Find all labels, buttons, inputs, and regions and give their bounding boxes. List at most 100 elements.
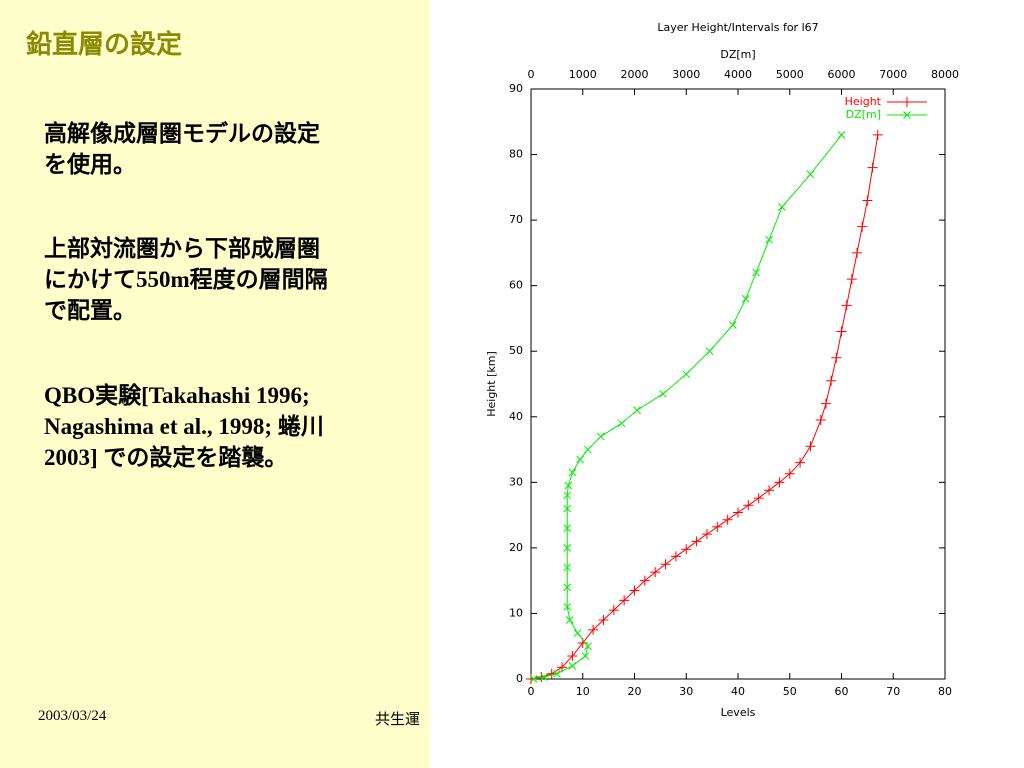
y-tick-label: 90	[509, 82, 523, 95]
x-tick-label: 0	[528, 685, 535, 698]
point	[563, 563, 572, 572]
point	[806, 170, 815, 179]
point	[629, 585, 640, 596]
point	[805, 441, 816, 452]
point	[743, 500, 754, 511]
point	[608, 605, 619, 616]
y-tick-label: 10	[509, 606, 523, 619]
point	[598, 615, 609, 625]
point	[650, 567, 661, 578]
line: で配置。	[44, 298, 136, 323]
point	[705, 347, 714, 356]
line: 2003] での設定を踏襲。	[44, 445, 288, 470]
paragraph: QBO実験[Takahashi 1996; Nagashima et al., 1…	[44, 380, 324, 473]
x2-tick-label: 3000	[672, 68, 700, 81]
point	[670, 551, 681, 562]
y-tick-label: 60	[509, 279, 523, 292]
x2-tick-label: 7000	[879, 68, 907, 81]
point	[568, 662, 577, 670]
point	[753, 493, 764, 504]
line: 上部対流圏から下部成層圏	[44, 236, 320, 261]
point	[576, 455, 585, 464]
point	[588, 624, 599, 635]
slide-title: 鉛直層の設定	[26, 30, 183, 60]
point	[529, 675, 538, 683]
point	[682, 370, 691, 379]
point	[820, 398, 831, 409]
x-tick-label: 70	[886, 685, 900, 698]
point	[765, 235, 773, 244]
line: にかけて550m程度の層間隔	[44, 267, 328, 292]
y-tick-label: 0	[516, 672, 523, 685]
y-tick-label: 50	[509, 344, 523, 357]
point	[584, 445, 592, 454]
point	[617, 419, 626, 428]
point	[619, 595, 630, 606]
point	[872, 129, 883, 140]
point	[639, 575, 650, 586]
y-tick-label: 80	[509, 148, 523, 161]
point	[563, 504, 572, 513]
point	[563, 544, 572, 552]
line: 高解像成層圏モデルの設定	[44, 121, 320, 146]
point	[567, 651, 578, 662]
point	[728, 321, 737, 329]
point	[563, 603, 572, 611]
point	[563, 491, 572, 500]
point	[712, 521, 723, 532]
x2-tick-label: 6000	[828, 68, 856, 81]
point	[831, 352, 842, 363]
legend-marker	[903, 111, 911, 119]
footer-date: 2003/03/24	[38, 708, 107, 724]
point	[722, 514, 733, 525]
point	[691, 536, 702, 547]
point	[837, 131, 846, 139]
chart-title: Layer Height/Intervals for l67	[657, 21, 818, 34]
x-tick-label: 80	[938, 685, 952, 698]
point	[660, 559, 671, 570]
point	[846, 274, 857, 285]
point	[862, 195, 873, 206]
point	[764, 485, 775, 496]
paragraph: 上部対流圏から下部成層圏 にかけて550m程度の層間隔 で配置。	[44, 233, 328, 326]
x-tick-label: 40	[731, 685, 745, 698]
y-tick-label: 30	[509, 475, 523, 488]
x2-tick-label: 5000	[776, 68, 804, 81]
point	[563, 583, 572, 592]
x-label: Levels	[721, 706, 756, 719]
point	[581, 652, 590, 660]
x2-tick-label: 8000	[931, 68, 959, 81]
point	[568, 468, 577, 477]
point	[557, 662, 568, 673]
point	[826, 375, 837, 386]
point	[857, 221, 868, 232]
point	[564, 481, 573, 490]
point	[659, 389, 667, 398]
point	[597, 432, 605, 441]
point	[795, 457, 806, 468]
point	[815, 415, 826, 426]
x-tick-label: 20	[628, 685, 642, 698]
legend-label: DZ[m]	[846, 108, 881, 121]
legend-marker	[902, 97, 912, 107]
footer-center: 共生運	[375, 712, 421, 728]
x-tick-label: 10	[576, 685, 590, 698]
point	[553, 669, 561, 678]
legend-label: Height	[845, 95, 882, 108]
point	[540, 673, 548, 681]
point	[774, 477, 785, 488]
line: QBO実験[Takahashi 1996;	[44, 383, 310, 408]
x2-tick-label: 0	[528, 68, 535, 81]
line: Nagashima et al., 1998; 蜷川	[44, 414, 324, 439]
paragraph: 高解像成層圏モデルの設定 を使用。	[44, 118, 320, 180]
point	[841, 300, 852, 311]
point	[584, 642, 592, 651]
x2-label: DZ[m]	[720, 48, 755, 61]
point	[701, 529, 712, 540]
x-tick-label: 50	[783, 685, 797, 698]
point	[778, 203, 786, 211]
point	[563, 524, 572, 533]
point	[733, 507, 743, 518]
line: を使用。	[44, 152, 136, 177]
